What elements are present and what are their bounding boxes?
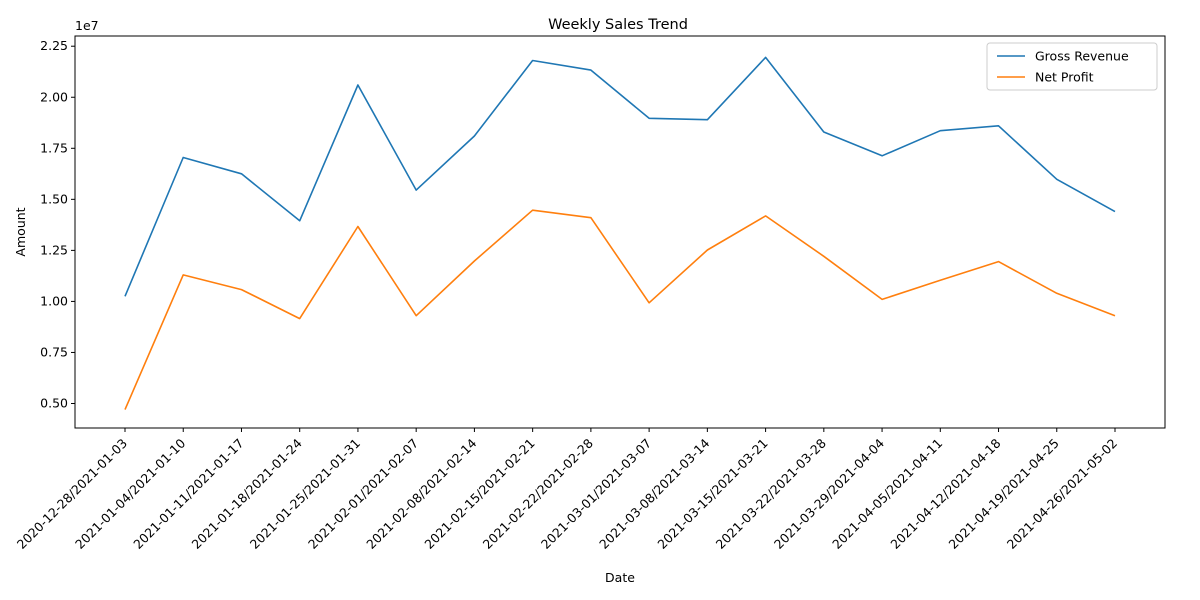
- legend: Gross Revenue Net Profit: [986, 42, 1158, 91]
- x-tick-label: 2021-01-18/2021-01-24: [189, 435, 305, 551]
- y-axis: 0.50 0.75 1.00 1.25 1.50 1.75 2.00 2.25: [40, 38, 75, 411]
- x-axis-label: Date: [605, 570, 635, 585]
- y-tick-label: 1.25: [40, 242, 68, 257]
- x-tick-label: 2021-03-08/2021-03-14: [596, 435, 712, 551]
- y-tick-label: 0.50: [40, 396, 68, 411]
- x-tick-label: 2021-02-08/2021-02-14: [363, 435, 479, 551]
- x-tick-label: 2021-04-05/2021-04-11: [829, 436, 945, 552]
- x-tick-label: 2021-02-15/2021-02-21: [421, 436, 537, 552]
- y-tick-label: 2.00: [40, 89, 68, 104]
- x-tick-label: 2021-01-25/2021-01-31: [247, 436, 363, 552]
- series-line-net-profit: [124, 209, 1116, 410]
- x-tick-label: 2021-02-22/2021-02-28: [480, 435, 596, 551]
- plot-area: [74, 35, 1166, 429]
- y-tick-label: 1.75: [40, 140, 68, 155]
- x-tick-label: 2021-04-26/2021-05-02: [1004, 436, 1120, 552]
- x-axis: 2020-12-28/2021-01-032021-01-04/2021-01-…: [14, 428, 1120, 552]
- x-tick-label: 2021-04-19/2021-04-25: [946, 436, 1062, 552]
- x-tick-label: 2021-03-22/2021-03-28: [713, 435, 829, 551]
- x-tick-label: 2021-03-29/2021-04-04: [771, 435, 887, 551]
- y-tick-label: 2.25: [40, 38, 68, 53]
- y-axis-label: Amount: [13, 207, 28, 256]
- x-tick-label: 2020-12-28/2021-01-03: [14, 436, 130, 552]
- legend-label: Net Profit: [1035, 70, 1094, 85]
- x-tick-label: 2021-03-15/2021-03-21: [654, 436, 770, 552]
- y-tick-label: 0.75: [40, 344, 68, 359]
- y-tick-label: 1.50: [40, 191, 68, 206]
- legend-label: Gross Revenue: [1035, 49, 1129, 64]
- chart-title: Weekly Sales Trend: [548, 17, 688, 33]
- series-line-gross-revenue: [124, 56, 1116, 297]
- x-tick-label: 2021-01-04/2021-01-10: [72, 435, 188, 551]
- y-offset-label: 1e7: [75, 18, 99, 33]
- x-tick-label: 2021-02-01/2021-02-07: [305, 436, 421, 552]
- series-lines: [124, 56, 1116, 410]
- y-tick-label: 1.00: [40, 293, 68, 308]
- legend-box: [986, 42, 1158, 91]
- x-tick-label: 2021-03-01/2021-03-07: [538, 436, 654, 552]
- x-tick-label: 2021-04-12/2021-04-18: [887, 435, 1003, 551]
- x-tick-label: 2021-01-11/2021-01-17: [130, 436, 246, 552]
